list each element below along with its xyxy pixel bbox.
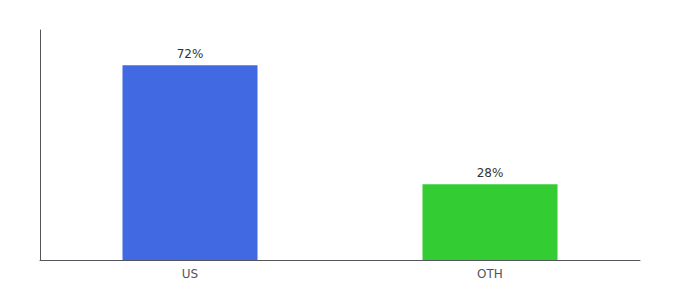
svg-text:US: US <box>182 267 198 281</box>
svg-text:72%: 72% <box>177 47 204 61</box>
svg-text:OTH: OTH <box>477 267 503 281</box>
svg-text:28%: 28% <box>477 166 504 180</box>
